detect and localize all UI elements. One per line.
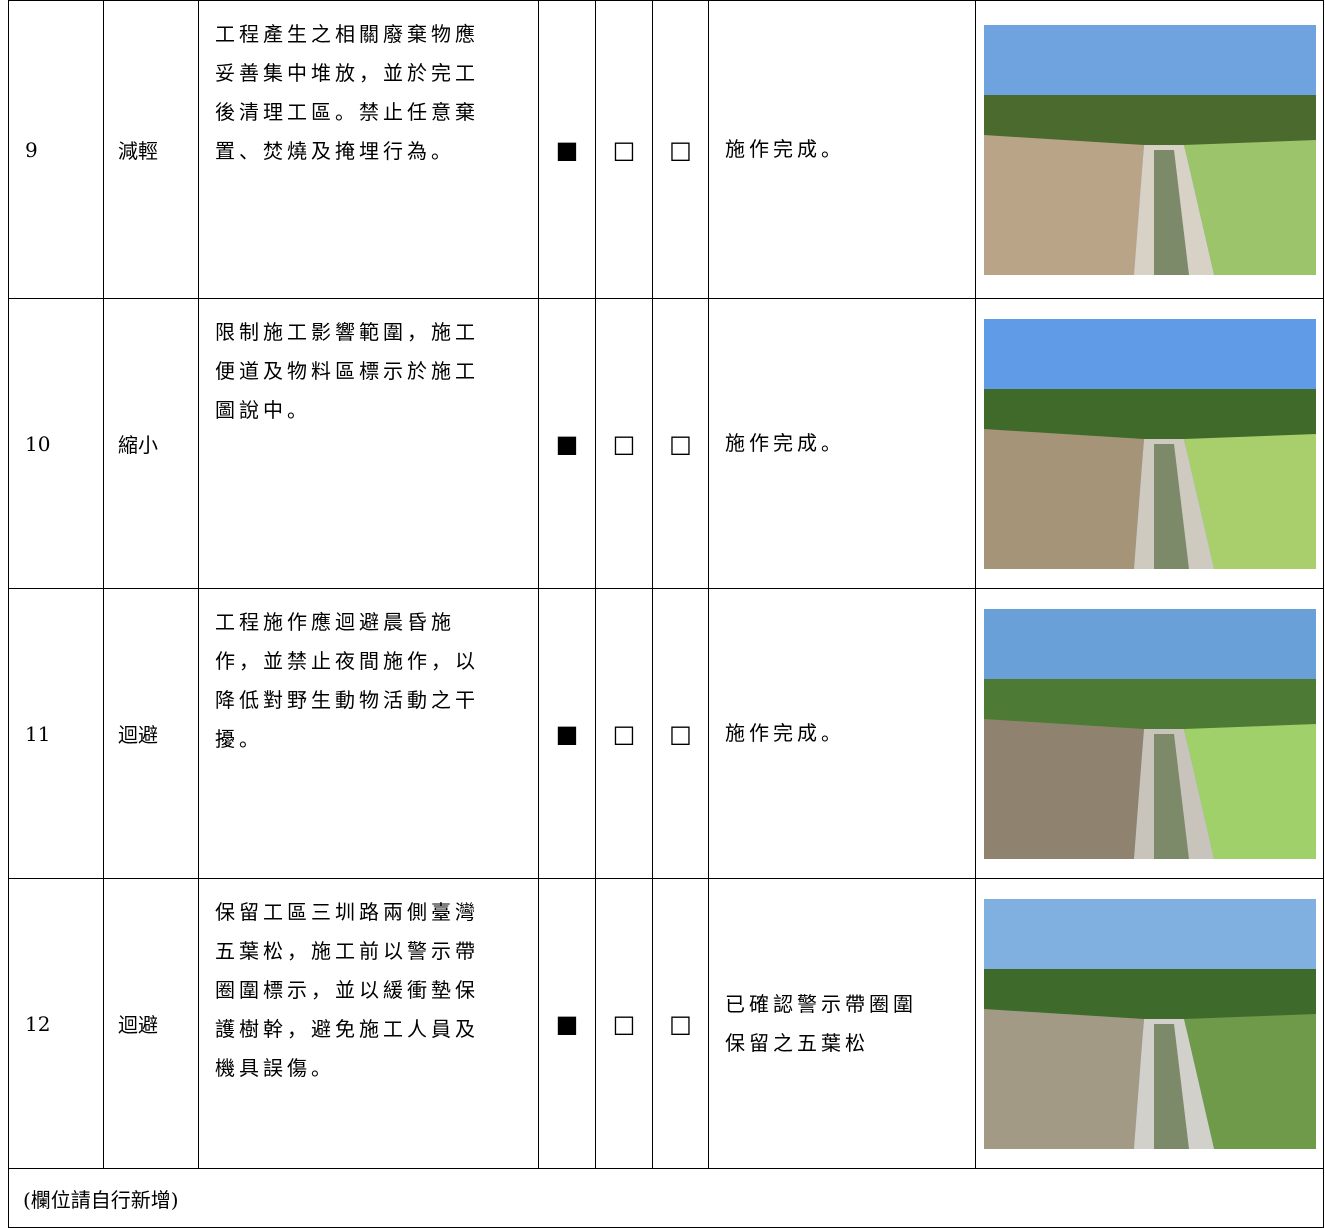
photo-cell [975, 878, 1324, 1169]
site-photo [983, 898, 1316, 1149]
measure-type: 縮小 [103, 298, 199, 589]
checkbox: ■ [538, 0, 596, 299]
checkbox: □ [652, 0, 709, 299]
result-line: 已確認警示帶圈圍 [725, 991, 917, 1016]
result: 施作完成。 [708, 588, 976, 879]
description-line: 工程施作應迴避晨昏施 [215, 610, 455, 634]
table-row: 10 縮小 限制施工影響範圍，施工 便道及物料區標示於施工 圖說中。 ■ □ □ 施作完成。 [8, 298, 1324, 589]
measure-description: 保留工區三圳路兩側臺灣 五葉松，施工前以警示帶 圈圍標示，並以緩衝墊保 護樹幹，避免施… [198, 878, 539, 1169]
checkbox: □ [595, 298, 653, 589]
photo-cell [975, 298, 1324, 589]
checkbox: □ [595, 878, 653, 1169]
item-number: 9 [8, 0, 104, 299]
measures-table: 9 減輕 工程產生之相關廢棄物應 妥善集中堆放，並於完工 後清理工區。禁止任意棄 置、焚燒… [8, 0, 1324, 1228]
description-line: 限制施工影響範圍，施工 [215, 320, 479, 344]
measure-type: 迴避 [103, 588, 199, 879]
checkbox: ■ [538, 878, 596, 1169]
checkbox: □ [652, 878, 709, 1169]
description-line: 置、焚燒及掩埋行為。 [215, 139, 455, 163]
measure-description: 工程施作應迴避晨昏施 作，並禁止夜間施作，以 降低對野生動物活動之干 擾。 [198, 588, 539, 879]
photo-cell [975, 0, 1324, 299]
checkbox: ■ [538, 588, 596, 879]
description-line: 工程產生之相關廢棄物應 [215, 22, 479, 46]
description-line: 圈圍標示，並以緩衝墊保 [215, 978, 479, 1002]
table-row: 12 迴避 保留工區三圳路兩側臺灣 五葉松，施工前以警示帶 圈圍標示，並以緩衝墊保 護樹幹… [8, 878, 1324, 1169]
measure-type: 減輕 [103, 0, 199, 299]
description-line: 便道及物料區標示於施工 [215, 359, 479, 383]
result: 已確認警示帶圈圍 保留之五葉松 [708, 878, 976, 1169]
checkbox: □ [652, 588, 709, 879]
description-line: 妥善集中堆放，並於完工 [215, 61, 479, 85]
checkbox: □ [652, 298, 709, 589]
description-line: 擾。 [215, 727, 263, 751]
checkbox: □ [595, 588, 653, 879]
result: 施作完成。 [708, 0, 976, 299]
measure-type: 迴避 [103, 878, 199, 1169]
description-line: 作，並禁止夜間施作，以 [215, 649, 479, 673]
site-photo [983, 608, 1316, 859]
site-photo [983, 318, 1316, 569]
checkbox: ■ [538, 298, 596, 589]
photo-cell [975, 588, 1324, 879]
description-line: 五葉松，施工前以警示帶 [215, 939, 479, 963]
item-number: 12 [8, 878, 104, 1169]
description-line: 降低對野生動物活動之干 [215, 688, 479, 712]
item-number: 11 [8, 588, 104, 879]
description-line: 護樹幹，避免施工人員及 [215, 1017, 479, 1041]
site-photo [983, 24, 1316, 275]
measure-description: 限制施工影響範圍，施工 便道及物料區標示於施工 圖說中。 [198, 298, 539, 589]
table-row: 9 減輕 工程產生之相關廢棄物應 妥善集中堆放，並於完工 後清理工區。禁止任意棄 置、焚燒… [8, 0, 1324, 299]
result-line: 保留之五葉松 [725, 1030, 869, 1055]
checkbox: □ [595, 0, 653, 299]
description-line: 圖說中。 [215, 398, 311, 422]
footer-row: (欄位請自行新增) [8, 1168, 1324, 1228]
footer-note: (欄位請自行新增) [8, 1168, 1324, 1228]
measure-description: 工程產生之相關廢棄物應 妥善集中堆放，並於完工 後清理工區。禁止任意棄 置、焚燒及掩埋… [198, 0, 539, 299]
result-line: 施作完成。 [725, 431, 845, 455]
result: 施作完成。 [708, 298, 976, 589]
item-number: 10 [8, 298, 104, 589]
result-line: 施作完成。 [725, 721, 845, 745]
description-line: 後清理工區。禁止任意棄 [215, 100, 479, 124]
description-line: 機具誤傷。 [215, 1056, 335, 1080]
result-line: 施作完成。 [725, 137, 845, 161]
description-line: 保留工區三圳路兩側臺灣 [215, 900, 479, 924]
table-row: 11 迴避 工程施作應迴避晨昏施 作，並禁止夜間施作，以 降低對野生動物活動之干 擾。 ■ □… [8, 588, 1324, 879]
